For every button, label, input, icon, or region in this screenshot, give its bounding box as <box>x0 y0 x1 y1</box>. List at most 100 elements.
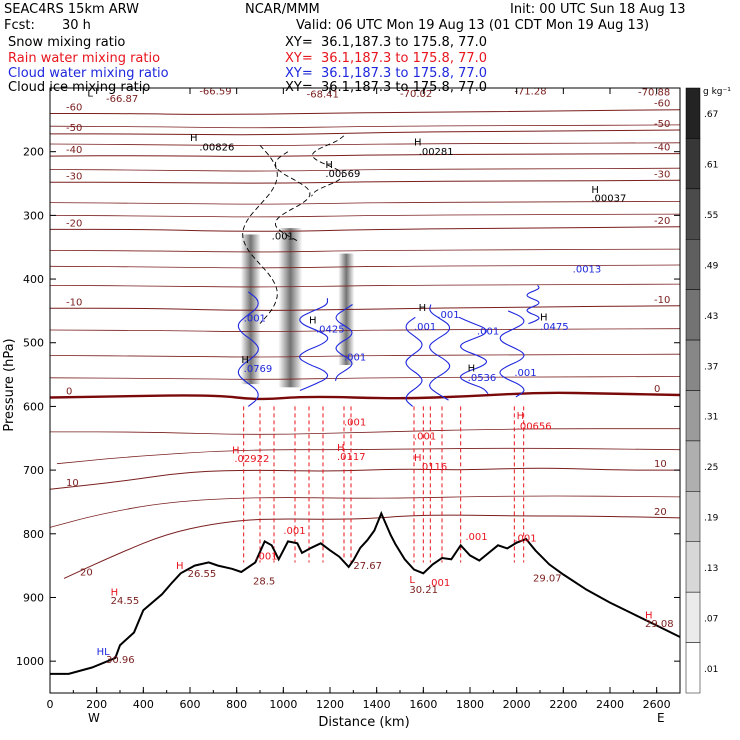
rain-value-label: .0117 <box>337 452 366 463</box>
temperature-contour <box>49 201 681 205</box>
extremum-marker: H <box>190 133 198 144</box>
temperature-contour <box>49 467 680 490</box>
cloud-water-contour <box>499 310 525 398</box>
extremum-marker: H <box>337 443 345 454</box>
y-tick-label: 600 <box>23 400 44 413</box>
plot-frame <box>49 87 681 694</box>
extremum-marker: H <box>232 446 240 457</box>
temperature-contour <box>49 264 681 269</box>
y-tick-label: 200 <box>23 146 44 159</box>
x-axis-title: Distance (km) <box>318 715 409 730</box>
rain-value-label: .001 <box>344 418 366 429</box>
temperature-contour <box>49 124 681 129</box>
temperature-contour <box>49 328 681 332</box>
extremum-marker: H <box>325 160 333 171</box>
snow-contour <box>274 151 311 242</box>
cloud-water-contour <box>526 285 540 325</box>
extremum-marker: L <box>87 88 93 99</box>
extremum-marker: H <box>540 312 548 323</box>
y-axis-title: Pressure (hPa) <box>2 338 17 431</box>
cloud-water-value-label: .0425 <box>316 325 345 336</box>
temperature-contour-label: -50 <box>66 123 82 134</box>
freezing-level-line <box>49 391 681 401</box>
x-tick-label: 800 <box>226 698 247 711</box>
field-label-snow: Snow mixing ratio <box>8 35 126 50</box>
rain-value-label: .001 <box>514 533 536 544</box>
colorbar-tick-label: .55 <box>704 211 718 221</box>
cloud-water-value-label: .001 <box>344 353 366 364</box>
x-tick-label: 1200 <box>316 698 344 711</box>
x-tick-label: 600 <box>180 698 201 711</box>
colorbar-tick-label: .31 <box>704 413 718 423</box>
colorbar-swatch <box>685 239 701 290</box>
x-tick-label: 2000 <box>503 698 531 711</box>
colorbar-swatch <box>685 289 701 341</box>
extremum-marker: H <box>517 411 525 422</box>
rain-value-label: .00656 <box>517 421 552 432</box>
temperature-contour <box>50 129 681 136</box>
colorbar-swatch <box>685 339 701 391</box>
cloud-water-contour <box>429 304 451 401</box>
temperature-contour-label: 20 <box>80 567 93 578</box>
colorbar-tick-label: .13 <box>704 564 718 574</box>
top-temperature-value: -66.87 <box>106 94 138 105</box>
x-tick-label: 200 <box>86 698 107 711</box>
rain-value-label: .001 <box>428 578 450 589</box>
temperature-contour <box>50 179 681 184</box>
x-tick-label: 400 <box>133 698 154 711</box>
top-temperature-value: -70.02 <box>400 89 432 100</box>
colorbar-tick-label: .43 <box>704 312 718 322</box>
cloud-water-contour <box>334 304 353 382</box>
x-tick-label: 1800 <box>456 698 484 711</box>
snow-value-label: .00037 <box>591 193 626 204</box>
colorbar-tick-label: .01 <box>704 665 718 675</box>
cloud-water-contour <box>237 291 259 407</box>
temperature-contour <box>49 248 681 253</box>
cloud-water-value-label: .001 <box>437 310 459 321</box>
y-tick-label: 400 <box>23 273 44 286</box>
snow-contour <box>242 145 278 324</box>
x-tick-label: 1000 <box>269 698 297 711</box>
colorbar-tick-label: .25 <box>704 463 718 473</box>
temperature-contour-label: -20 <box>66 218 82 229</box>
temperature-contour <box>49 495 681 528</box>
valid-time: Valid: 06 UTC Mon 19 Aug 13 (01 CDT Mon … <box>296 18 650 33</box>
x-tick-label: 1400 <box>363 698 391 711</box>
temperature-contour-label: -50 <box>654 119 670 130</box>
terrain-line <box>50 510 681 675</box>
colorbar-swatch <box>685 591 701 643</box>
colorbar-unit: g kg⁻¹ <box>703 87 731 97</box>
forecast-label: Fcst: <box>4 18 35 33</box>
temperature-contour-label: -40 <box>66 145 82 156</box>
cloud-water-value-label: .0475 <box>540 322 569 333</box>
field-label-cloud-water: Cloud water mixing ratio <box>8 66 169 81</box>
extremum-marker: H <box>176 561 184 572</box>
terrain-temperature-label: 30.21 <box>409 585 438 596</box>
rain-value-label: .001 <box>465 532 487 543</box>
cloud-water-value-label: .0536 <box>468 373 497 384</box>
extremum-marker: H <box>591 185 599 196</box>
ice-shading-column <box>278 228 303 388</box>
cloud-water-value-label: .0013 <box>573 265 602 276</box>
terrain-temperature-label: 27.67 <box>353 561 382 572</box>
y-tick-label: 700 <box>23 464 44 477</box>
org-label: NCAR/MMM <box>245 2 320 17</box>
colorbar-swatch <box>685 541 701 593</box>
extremum-marker: L <box>409 575 415 586</box>
init-time: Init: 00 UTC Sun 18 Aug 13 <box>510 2 686 17</box>
temperature-contour-label: -20 <box>654 216 670 227</box>
ice-shading-column <box>240 234 261 385</box>
temperature-contour <box>63 514 681 579</box>
temperature-contour-label: 20 <box>654 507 667 518</box>
field-xy-rain: XY= 36.1,187.3 to 175.8, 77.0 <box>285 51 488 66</box>
colorbar-swatch <box>685 390 701 442</box>
cloud-water-value-label: .001 <box>414 322 436 333</box>
terrain-temperature-label: 29.07 <box>533 574 562 585</box>
y-tick-label: 900 <box>23 591 44 604</box>
y-tick-label: 500 <box>23 337 44 350</box>
snow-value-label: .00569 <box>325 169 360 180</box>
y-tick-label: 800 <box>23 528 44 541</box>
terrain-temperature-label: 26.55 <box>188 569 217 580</box>
colorbar-swatch <box>685 440 701 492</box>
